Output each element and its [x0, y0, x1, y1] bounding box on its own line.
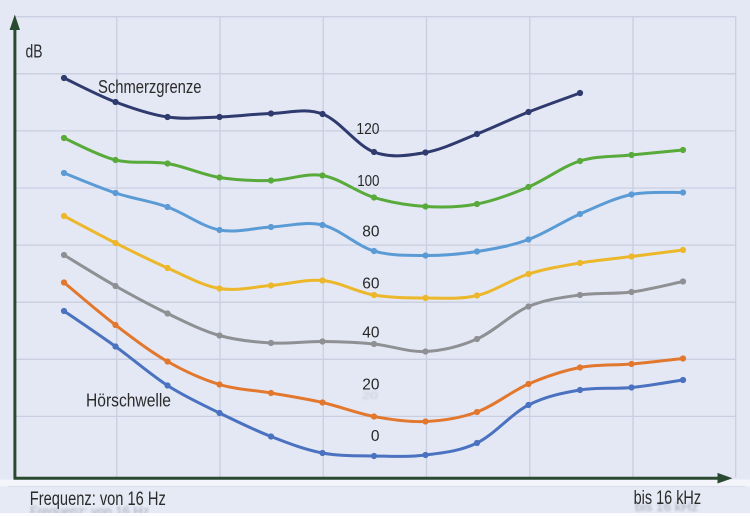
- svg-text:60: 60: [362, 275, 380, 292]
- svg-text:120: 120: [356, 121, 379, 138]
- svg-text:Schmerzgrenze: Schmerzgrenze: [98, 77, 202, 97]
- svg-text:Frequenz: von 16 Hz: Frequenz: von 16 Hz: [30, 489, 166, 510]
- svg-text:20: 20: [362, 390, 378, 402]
- svg-text:80: 80: [362, 224, 380, 241]
- svg-text:Hörschwelle: Hörschwelle: [86, 390, 171, 410]
- svg-text:Frequenz: von 16 Hz: Frequenz: von 16 Hz: [30, 505, 149, 516]
- svg-text:dB: dB: [26, 41, 43, 61]
- svg-text:bis 16 kHz: bis 16 kHz: [634, 488, 702, 509]
- svg-text:0: 0: [371, 428, 380, 445]
- svg-text:100: 100: [357, 173, 380, 190]
- svg-text:bis 16 kHz: bis 16 kHz: [635, 502, 698, 514]
- svg-text:40: 40: [362, 324, 380, 341]
- svg-text:20: 20: [362, 377, 380, 394]
